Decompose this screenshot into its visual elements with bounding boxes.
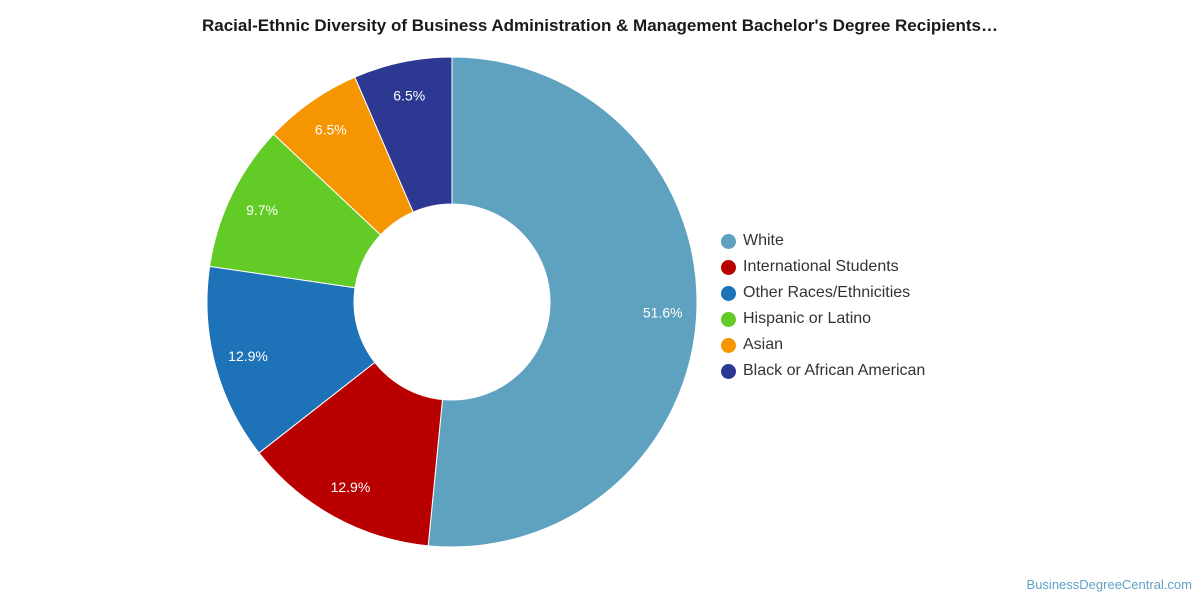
legend-swatch bbox=[721, 233, 736, 249]
legend-swatch bbox=[721, 259, 736, 275]
slice-value-label: 51.6% bbox=[643, 304, 683, 320]
legend-label: Other Races/Ethnicities bbox=[743, 284, 911, 301]
slice-white[interactable] bbox=[427, 56, 698, 548]
slice-value-label: 6.5% bbox=[315, 121, 347, 137]
slice-other-races-ethnicities[interactable] bbox=[206, 265, 376, 454]
source-credit[interactable]: BusinessDegreeCentral.com bbox=[1026, 577, 1192, 592]
legend-item[interactable]: Asian bbox=[721, 332, 925, 358]
legend-label: Black or African American bbox=[743, 362, 926, 379]
legend-item[interactable]: Other Races/Ethnicities bbox=[721, 280, 925, 306]
slice-international-students[interactable] bbox=[258, 361, 444, 547]
slice-black-or-african-american[interactable] bbox=[354, 56, 453, 213]
legend-item[interactable]: Hispanic or Latino bbox=[721, 306, 925, 332]
slice-value-label: 12.9% bbox=[331, 479, 371, 495]
slice-value-label: 9.7% bbox=[246, 202, 278, 218]
legend-label: International Students bbox=[743, 258, 899, 275]
legend-swatch bbox=[721, 285, 736, 301]
chart-title: Racial-Ethnic Diversity of Business Admi… bbox=[201, 16, 998, 35]
legend-swatch bbox=[721, 311, 736, 327]
legend-item[interactable]: White bbox=[721, 228, 925, 254]
legend-swatch bbox=[721, 337, 736, 353]
slice-value-label: 12.9% bbox=[228, 348, 268, 364]
legend-item[interactable]: Black or African American bbox=[721, 358, 925, 384]
legend-label: White bbox=[743, 232, 784, 249]
legend-label: Asian bbox=[743, 336, 784, 353]
chart-legend: White International Students Other Races/E… bbox=[721, 228, 925, 384]
slice-value-label: 6.5% bbox=[393, 87, 425, 103]
legend-swatch bbox=[721, 363, 736, 379]
legend-item[interactable]: International Students bbox=[721, 254, 925, 280]
legend-label: Hispanic or Latino bbox=[743, 310, 872, 327]
